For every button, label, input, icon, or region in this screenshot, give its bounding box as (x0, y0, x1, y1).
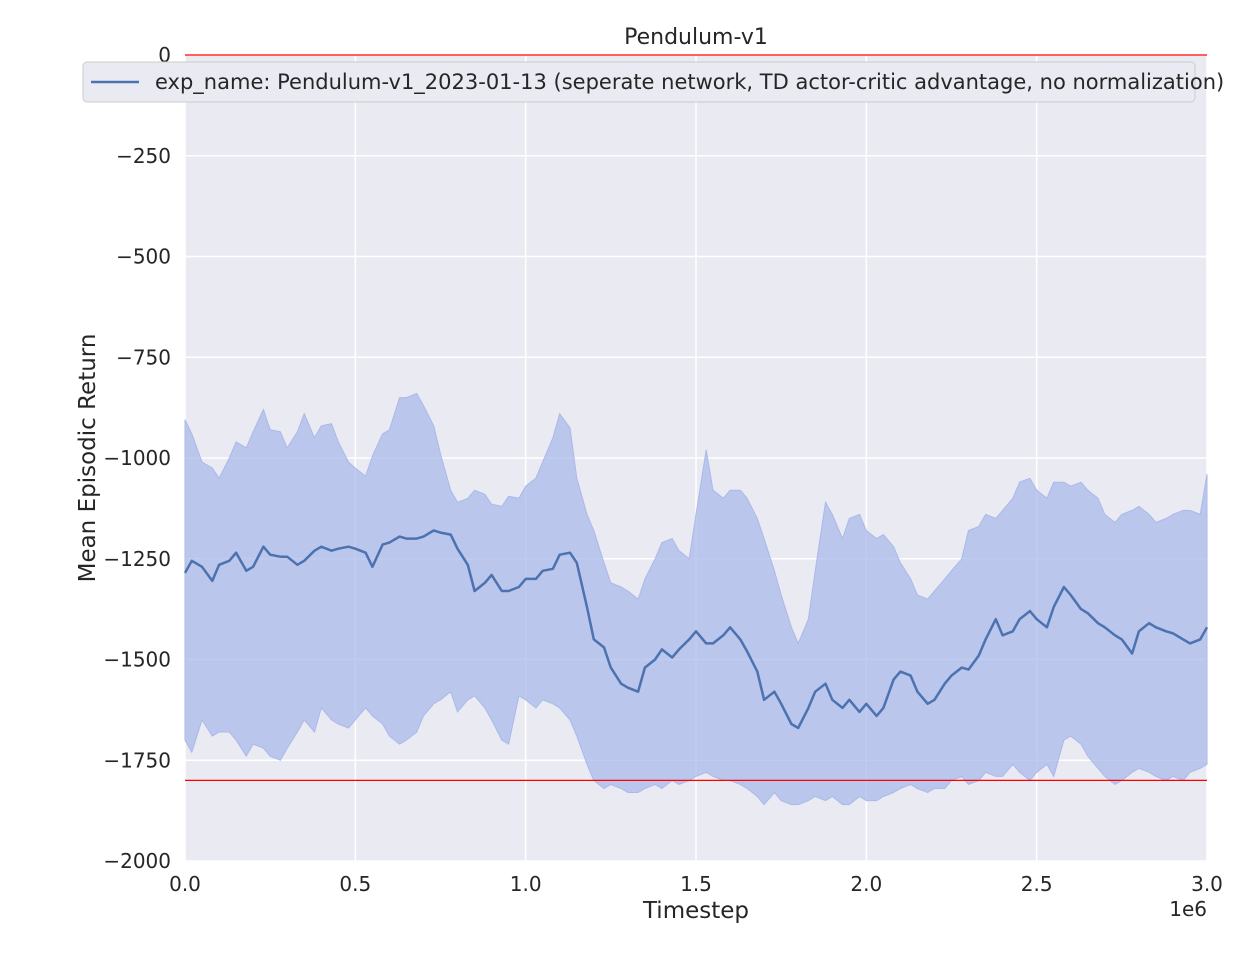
series-lines (183, 529, 1209, 730)
mean-return-line (183, 529, 1209, 730)
chart-title: Pendulum-v1 (624, 25, 768, 50)
y-axis-ticks: 0 −250 −500 −750 −1000 −1250 −1500 −1750 −2000 (103, 43, 171, 873)
x-tick-label: 2.5 (1021, 872, 1053, 896)
legend-box (82, 61, 1196, 103)
y-tick-label: −1250 (103, 547, 171, 571)
y-tick-label: 0 (158, 43, 171, 67)
x-tick-label: 0.5 (339, 872, 371, 896)
y-tick-label: −750 (116, 345, 171, 369)
confidence-bands (184, 392, 1208, 806)
x-axis-ticks: 0.0 0.5 1.0 1.5 2.0 2.5 3.0 (169, 872, 1223, 896)
y-tick-label: −1500 (103, 648, 171, 672)
x-axis-label: Timestep (642, 898, 749, 924)
y-tick-label: −1750 (103, 748, 171, 772)
y-axis-label: Mean Episodic Return (75, 334, 101, 583)
reference-lines (185, 54, 1207, 782)
y-tick-label: −500 (116, 245, 171, 269)
std-band (184, 392, 1208, 806)
x-tick-label: 0.0 (169, 872, 201, 896)
y-tick-label: −1000 (103, 446, 171, 470)
x-tick-label: 3.0 (1191, 872, 1223, 896)
y-tick-label: −2000 (103, 849, 171, 873)
y-tick-label: −250 (116, 144, 171, 168)
legend-entry: exp_name: Pendulum-v1_2023-01-13 (sepera… (155, 70, 1224, 95)
legend: exp_name: Pendulum-v1_2023-01-13 (sepera… (82, 61, 1224, 103)
x-tick-label: 1.5 (680, 872, 712, 896)
x-tick-label: 2.0 (850, 872, 882, 896)
x-tick-label: 1.0 (510, 872, 542, 896)
x-axis-offset-label: 1e6 (1169, 897, 1207, 921)
